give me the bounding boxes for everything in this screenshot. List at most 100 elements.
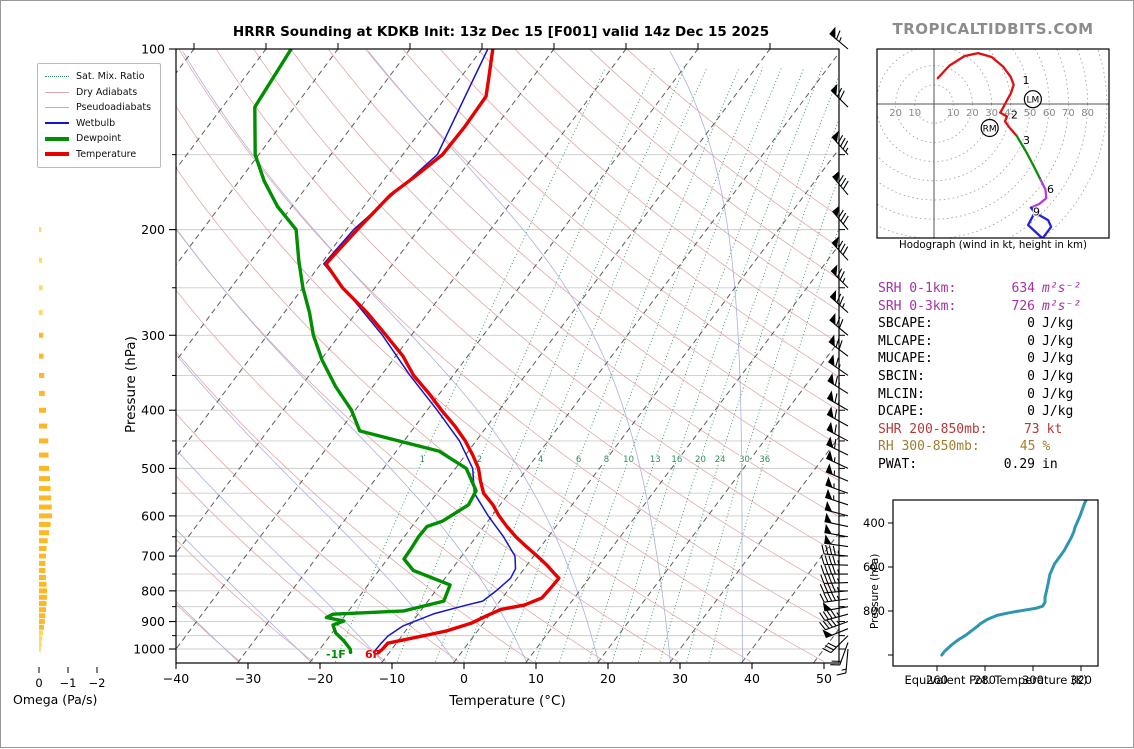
pressure-tick-label: 700 [141,549,165,564]
stat-unit: J/kg [1035,334,1108,349]
wind-barb [820,583,848,593]
omega-bar [39,227,41,232]
hodo-ring-label: 20 [966,108,979,119]
omega-bar [39,568,45,573]
theta-e-y-tick-label: 400 [863,516,885,530]
stat-value: 726 [979,299,1035,314]
hodo-ring-label: 20 [889,108,902,119]
hodo-height-label: 2 [1011,109,1018,122]
omega-bar [39,588,47,593]
mixing-ratio-label: 16 [671,455,682,465]
omega-bar [39,546,47,551]
stat-unit: m²s⁻² [1035,299,1108,314]
stat-label: SRH 0-3km: [878,299,979,314]
omega-bar [39,613,45,618]
pressure-tick-label: 900 [141,614,165,629]
omega-bar [39,595,47,600]
legend-item-label: Pseudoadiabats [76,102,151,113]
stat-unit: J/kg [1035,351,1108,366]
omega-bar [39,575,46,580]
temperature-tick-label: 40 [744,671,760,686]
wind-barb [825,489,848,505]
hodo-ring-label: 60 [1043,108,1056,119]
theta-e-curve [942,501,1086,655]
mixing-ratio-label: 13 [650,455,661,465]
pressure-tick-label: 1000 [133,642,165,657]
wind-barb [832,131,848,155]
omega-bar [39,354,44,359]
stat-value: 0 [979,334,1035,349]
wind-barb-column [820,27,849,675]
stat-label: MLCIN: [878,387,979,402]
stat-value: 0.29 [979,457,1035,472]
stat-value: 45 [980,439,1036,454]
legend-item-label: Dewpoint [76,133,121,144]
wind-barb [833,205,849,229]
hodo-ring-label: 10 [947,108,960,119]
omega-bar [39,601,47,606]
omega-bar [39,619,45,624]
legend-item-label: Wetbulb [76,118,115,129]
pressure-tick-label: 200 [141,222,165,237]
wind-barb [832,236,848,260]
mixing-ratio-label: 10 [623,455,634,465]
stat-unit: % [1035,439,1108,454]
legend-item-wetbulb: Wetbulb [45,116,151,132]
omega-bar [39,554,46,559]
surface-temperature-label: 6F [365,648,380,661]
temperature-tick-label: 0 [460,671,468,686]
omega-bar [39,641,42,646]
legend-item-dewpoint: Dewpoint [45,131,151,147]
omega-bar [39,630,43,635]
stat-unit: in [1035,457,1108,472]
omega-bar [39,438,48,443]
wind-barb [820,610,848,621]
hodo-ring-label: 50 [1024,108,1037,119]
legend-item-pseudoadiabat: Pseudoadiabats [45,100,151,116]
mixing-ratio-label: 1 [420,455,425,465]
mixing-ratio-label: 20 [695,455,706,465]
temperature-tick-label: −20 [307,671,333,686]
omega-bar [39,476,50,481]
temperature-tick-label: −30 [235,671,261,686]
omega-bar [39,258,42,263]
omega-tick-label: −1 [60,676,77,690]
stat-label: RH 300-850mb: [878,439,980,454]
storm-motion-label: LM [1026,96,1039,106]
omega-bar [39,625,44,630]
wind-barb [821,574,848,583]
wind-barb [826,463,848,481]
temperature-tick-label: 10 [528,671,544,686]
omega-panel: 0−1−2 [35,227,105,690]
pressure-tick-label: 300 [141,328,165,343]
hodo-ring-label: 80 [1081,108,1094,119]
pressure-tick-label: 400 [141,403,165,418]
pressure-tick-label: 600 [141,508,165,523]
mixing-ratio-label: 8 [604,455,609,465]
temperature-tick-label: 50 [816,671,832,686]
omega-bar [39,647,41,652]
stat-unit: m²s⁻² [1035,281,1108,296]
stat-value: 0 [979,316,1035,331]
skewt-frame [176,49,839,663]
omega-bar [39,285,42,290]
temperature-tick-label: −10 [379,671,405,686]
mixing-ratio-label: 36 [759,455,770,465]
hodo-height-label: 6 [1047,183,1054,196]
hodo-height-label: 3 [1023,134,1030,147]
legend-item-label: Sat. Mix. Ratio [76,71,145,82]
surface-dewpoint-label: -1F [326,648,346,661]
mixing-ratio-label: 24 [715,455,726,465]
omega-bar [39,522,51,527]
legend-line-sample [45,122,69,124]
omega-tick-label: 0 [35,676,42,690]
